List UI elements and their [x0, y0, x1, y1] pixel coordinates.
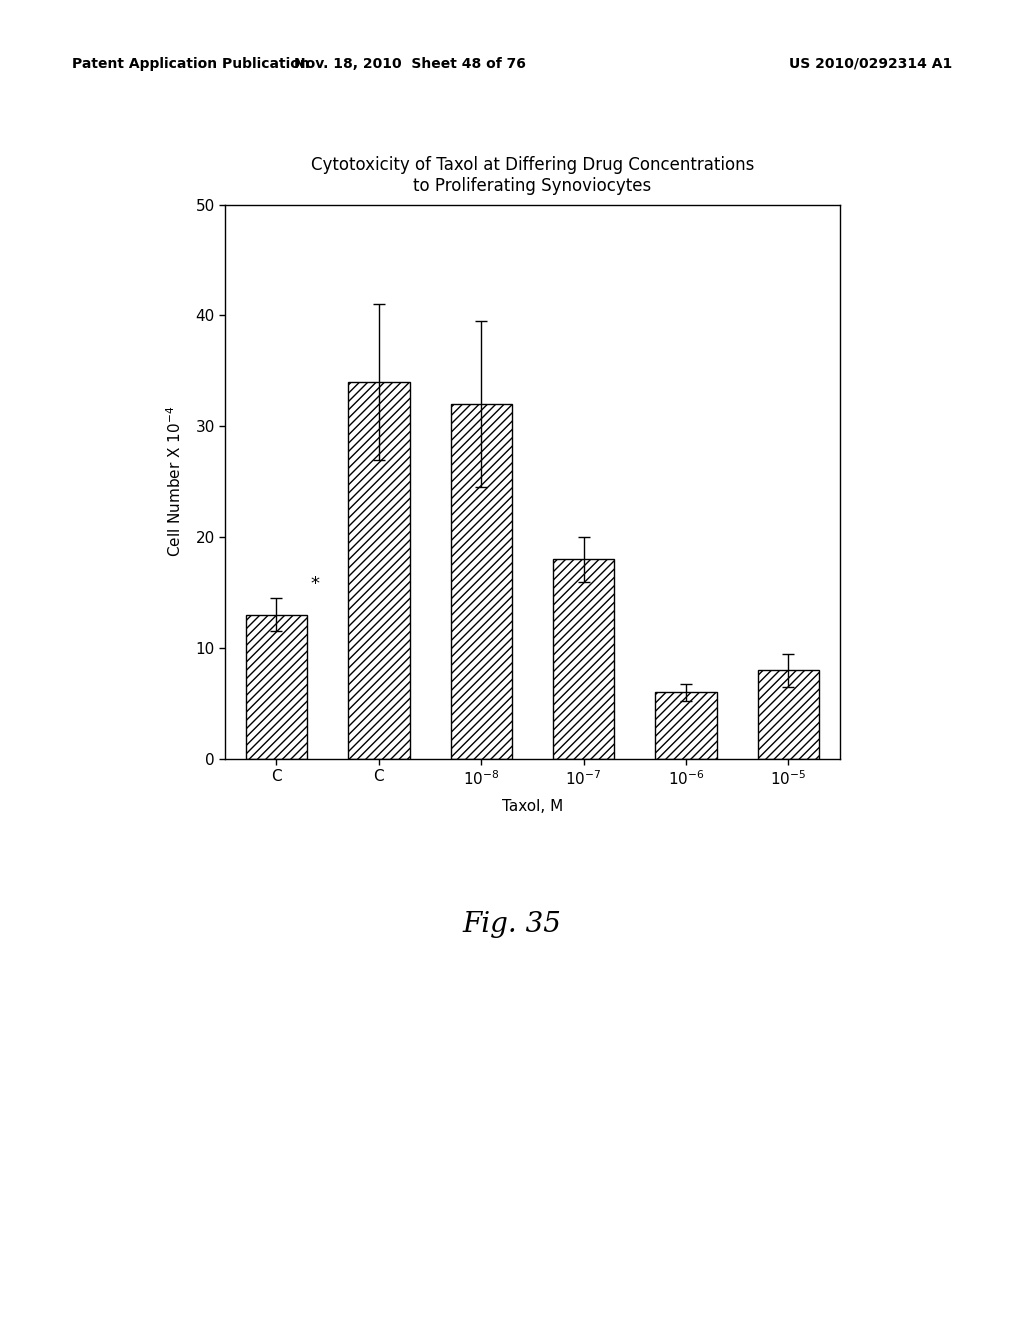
Bar: [246, 615, 307, 759]
Text: *: *: [311, 574, 319, 593]
Bar: [655, 693, 717, 759]
Bar: [553, 560, 614, 759]
Text: Nov. 18, 2010  Sheet 48 of 76: Nov. 18, 2010 Sheet 48 of 76: [294, 57, 525, 71]
Text: Patent Application Publication: Patent Application Publication: [72, 57, 309, 71]
Bar: [451, 404, 512, 759]
Text: US 2010/0292314 A1: US 2010/0292314 A1: [790, 57, 952, 71]
Y-axis label: Cell Number X $10^{-4}$: Cell Number X $10^{-4}$: [166, 407, 184, 557]
Bar: [348, 381, 410, 759]
Text: Fig. 35: Fig. 35: [463, 911, 561, 937]
X-axis label: Taxol, M: Taxol, M: [502, 799, 563, 814]
Title: Cytotoxicity of Taxol at Differing Drug Concentrations
to Proliferating Synovioc: Cytotoxicity of Taxol at Differing Drug …: [311, 156, 754, 195]
Bar: [758, 671, 819, 759]
